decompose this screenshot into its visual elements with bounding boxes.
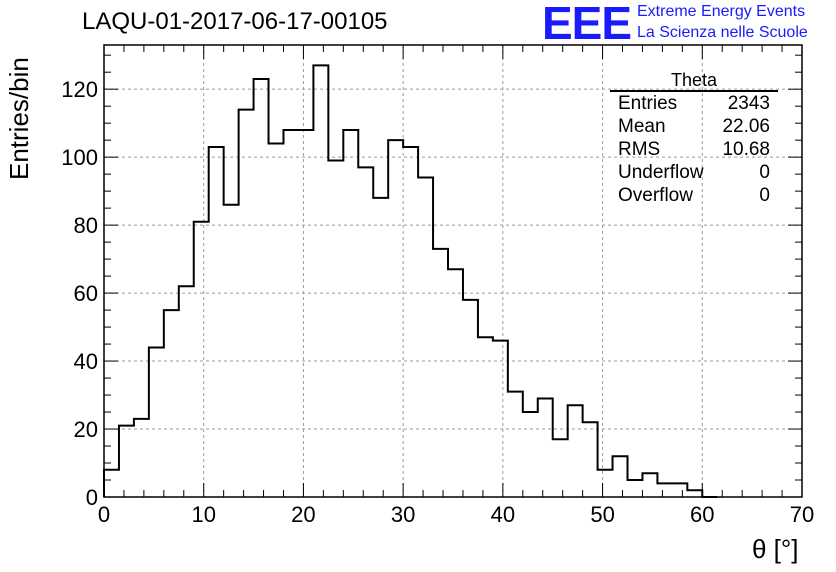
histogram-bin <box>373 198 388 497</box>
stats-value: 0 <box>759 185 770 206</box>
plot-frame <box>103 44 803 498</box>
histogram-bin <box>403 147 418 497</box>
histogram-bin <box>313 65 328 497</box>
stats-label: Entries <box>618 93 678 114</box>
x-tick-label: 50 <box>590 502 614 527</box>
histogram-bin <box>493 341 508 497</box>
histogram-bin <box>298 130 313 497</box>
stats-label: Mean <box>618 116 666 137</box>
tick-labels: 0 10 20 30 40 50 60 70 0 20 40 60 80 100 120 <box>61 77 814 527</box>
histogram-bin <box>104 470 119 497</box>
grid-lines <box>104 45 802 497</box>
histogram-bin <box>598 470 613 497</box>
histogram-bin <box>583 422 598 497</box>
x-tick-label: 60 <box>690 502 714 527</box>
y-tick-label: 60 <box>74 281 98 306</box>
stats-box: Theta Entries 2343 Mean 22.06 RMS 10.68 … <box>610 70 778 207</box>
histogram-bin <box>179 286 194 497</box>
histogram-bin <box>254 79 269 497</box>
logo-caption-line2: La Scienza nelle Scuole <box>637 24 808 41</box>
stats-value: 22.06 <box>722 116 770 137</box>
axes-frame <box>103 44 803 498</box>
histogram-bin <box>283 130 298 497</box>
histogram-bin <box>239 110 254 497</box>
logo-caption-line1: Extreme Energy Events <box>637 3 806 20</box>
x-tick-label: 40 <box>491 502 515 527</box>
histogram-bin <box>657 483 672 497</box>
histogram-bin <box>433 249 448 497</box>
y-tick-label: 120 <box>61 77 98 102</box>
stats-value: 2343 <box>727 93 770 114</box>
stats-title: Theta <box>610 70 778 92</box>
axis-ticks <box>103 45 803 498</box>
histogram-bin <box>508 392 523 497</box>
stats-value: 10.68 <box>722 139 770 160</box>
histogram-bin <box>134 419 149 497</box>
histogram-bin <box>523 412 538 497</box>
x-tick-label: 30 <box>391 502 415 527</box>
histogram-bin <box>119 426 134 497</box>
y-tick-label: 40 <box>74 349 98 374</box>
histogram-bin <box>149 347 164 497</box>
histogram-bin <box>642 473 657 497</box>
histogram-bin <box>164 310 179 497</box>
histogram-bin <box>269 144 284 497</box>
histogram-bin <box>538 398 553 497</box>
y-axis-label: Entries/bin <box>4 57 34 180</box>
histogram-bin <box>418 178 433 497</box>
histogram-series <box>103 64 718 498</box>
histogram-bin <box>613 456 628 497</box>
histogram-bin <box>194 222 209 497</box>
stats-row-mean: Mean 22.06 <box>610 115 778 138</box>
y-tick-label: 0 <box>86 485 98 510</box>
chart-title: LAQU-01-2017-06-17-00105 <box>82 8 388 35</box>
eee-logo: EEE <box>542 0 632 49</box>
y-tick-label: 100 <box>61 145 98 170</box>
histogram-bin <box>209 147 224 497</box>
stats-label: Overflow <box>618 185 693 206</box>
x-tick-label: 10 <box>191 502 215 527</box>
histogram-bin <box>358 167 373 497</box>
stats-row-rms: RMS 10.68 <box>610 138 778 161</box>
histogram-bin <box>687 490 702 497</box>
histogram-bin <box>388 140 403 497</box>
stats-value: 0 <box>759 162 770 183</box>
x-tick-label: 70 <box>790 502 814 527</box>
histogram-bin <box>343 130 358 497</box>
histogram-outline <box>103 64 718 498</box>
stats-row-entries: Entries 2343 <box>610 92 778 115</box>
x-tick-label: 20 <box>291 502 315 527</box>
y-tick-label: 80 <box>74 213 98 238</box>
histogram-bin <box>672 483 687 497</box>
x-axis-label: θ [°] <box>752 534 799 564</box>
histogram-bin <box>478 337 493 497</box>
histogram-bin <box>224 205 239 497</box>
histogram-bin <box>568 405 583 497</box>
stats-row-underflow: Underflow 0 <box>610 161 778 184</box>
histogram-bin <box>328 161 343 497</box>
stats-row-overflow: Overflow 0 <box>610 184 778 207</box>
histogram-bin <box>463 300 478 497</box>
y-tick-label: 20 <box>74 417 98 442</box>
stats-label: RMS <box>618 139 661 160</box>
histogram-bin <box>628 480 643 497</box>
x-tick-label: 0 <box>98 502 110 527</box>
histogram-bin <box>553 439 568 497</box>
stats-label: Underflow <box>618 162 704 183</box>
histogram-bin <box>448 269 463 497</box>
